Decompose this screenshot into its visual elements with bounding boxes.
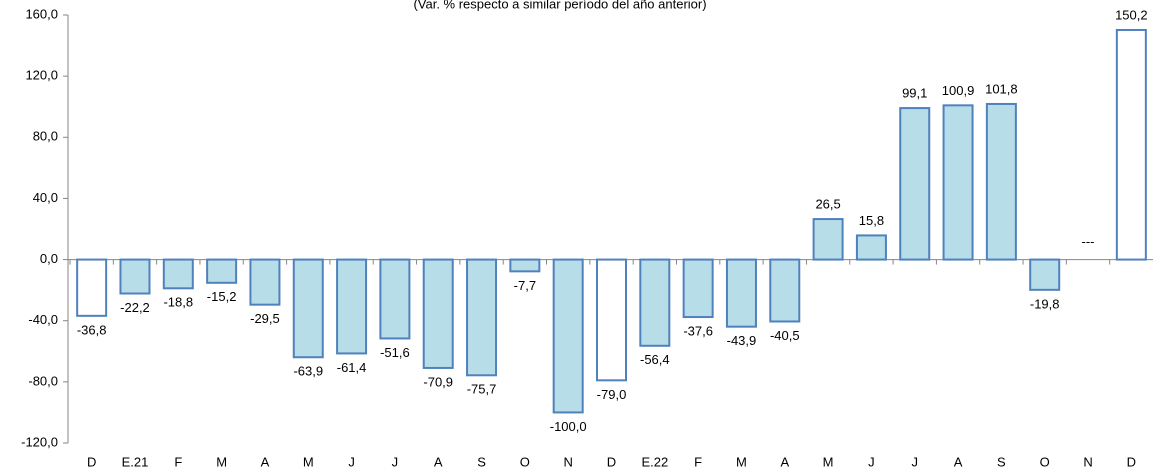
value-label: -22,2 [120,300,150,315]
x-tick-label: E.22 [641,454,668,469]
x-tick-label: F [174,454,182,469]
bar [76,258,108,317]
x-tick-label: O [1040,454,1050,469]
value-label: -37,6 [683,323,713,338]
y-tick-label: -80,0 [28,373,58,388]
bar [639,258,671,347]
bar [1029,258,1061,291]
bar [596,258,627,382]
bar [379,258,411,340]
bar [855,234,887,261]
value-label: 101,8 [985,81,1018,96]
bar [422,258,454,369]
value-label: 150,2 [1115,7,1148,22]
value-label: -70,9 [423,374,453,389]
value-label: -100,0 [550,419,587,434]
y-tick-label: 40,0 [33,190,58,205]
value-label: -61,4 [337,360,367,375]
x-tick-label: D [87,454,96,469]
x-tick-label: S [477,454,486,469]
bar [509,258,541,273]
y-tick-label: 160,0 [25,6,58,21]
value-label: -79,0 [597,387,627,402]
bar [942,104,974,261]
value-label: -40,5 [770,328,800,343]
x-tick-label: N [1083,454,1092,469]
x-tick-label: O [520,454,530,469]
value-label: -36,8 [77,322,107,337]
x-tick-label: M [823,454,834,469]
bar [119,258,151,295]
chart-subtitle: (Var. % respecto a similar período del a… [413,0,706,11]
value-label: -19,8 [1030,296,1060,311]
bar [162,258,194,290]
y-tick-label: 0,0 [40,251,58,266]
value-label: --- [1082,234,1095,249]
bar [682,258,714,319]
value-label: -63,9 [293,364,323,379]
value-label: 99,1 [902,86,927,101]
x-tick-label: J [348,454,355,469]
y-tick-label: -40,0 [28,312,58,327]
value-label: -43,9 [727,333,757,348]
value-label: -75,7 [467,382,497,397]
x-tick-label: F [694,454,702,469]
bar [725,258,757,328]
bar [899,107,931,261]
x-tick-label: M [216,454,227,469]
value-label: -15,2 [207,289,237,304]
y-tick-label: 80,0 [33,129,58,144]
bar [206,258,238,284]
bar [292,258,324,359]
value-label: 15,8 [859,213,884,228]
x-tick-label: A [954,454,963,469]
x-tick-label: A [434,454,443,469]
x-tick-label: S [997,454,1006,469]
bar [249,258,281,306]
bar [552,258,584,414]
x-tick-label: A [780,454,789,469]
x-tick-label: A [261,454,270,469]
value-label: 26,5 [815,197,840,212]
y-tick-label: 120,0 [25,68,58,83]
x-tick-label: J [911,454,918,469]
value-label: 100,9 [942,83,975,98]
x-tick-label: D [607,454,616,469]
value-label: -18,8 [163,295,193,310]
x-tick-label: J [392,454,399,469]
bar [336,258,368,355]
x-tick-label: D [1127,454,1136,469]
value-label: -29,5 [250,311,280,326]
y-tick-label: -120,0 [21,434,58,449]
value-label: -51,6 [380,345,410,360]
bar [985,102,1017,261]
x-tick-label: M [736,454,747,469]
bar [1115,28,1147,261]
value-label: -56,4 [640,352,670,367]
value-label: -7,7 [514,278,536,293]
bar [812,218,844,261]
bar [769,258,801,323]
x-tick-label: E.21 [122,454,149,469]
x-tick-label: M [303,454,314,469]
bar [466,258,498,377]
x-tick-label: J [868,454,875,469]
x-tick-label: N [563,454,572,469]
